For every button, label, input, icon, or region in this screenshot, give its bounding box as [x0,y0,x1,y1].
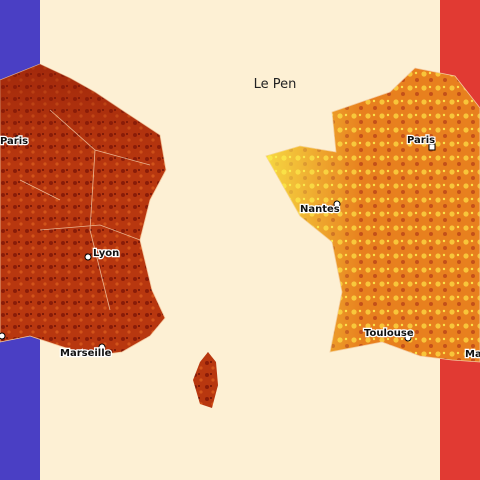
city-marker [84,253,92,261]
right-shade [266,68,480,362]
city-label: Paris [407,135,435,146]
city-label: Lyon [93,248,119,259]
city-label: Toulouse [364,328,414,339]
title: Le Pen [254,77,297,92]
city-label: Nantes [300,204,340,215]
city-label: Paris [0,136,28,147]
city-label: Ma [465,349,480,360]
city-marker [404,334,412,342]
city-marker [98,343,106,351]
city-marker [428,143,436,151]
corsica [193,352,218,408]
city-marker [15,135,23,143]
left-borders [19,109,151,311]
right-map: Paris Nantes Toulouse Ma [265,67,480,363]
city-label: Marseille [60,348,112,359]
left-map: Paris Lyon Marseille [0,63,218,408]
city-marker [333,200,341,208]
city-marker [0,332,6,340]
left-shade [0,64,166,356]
